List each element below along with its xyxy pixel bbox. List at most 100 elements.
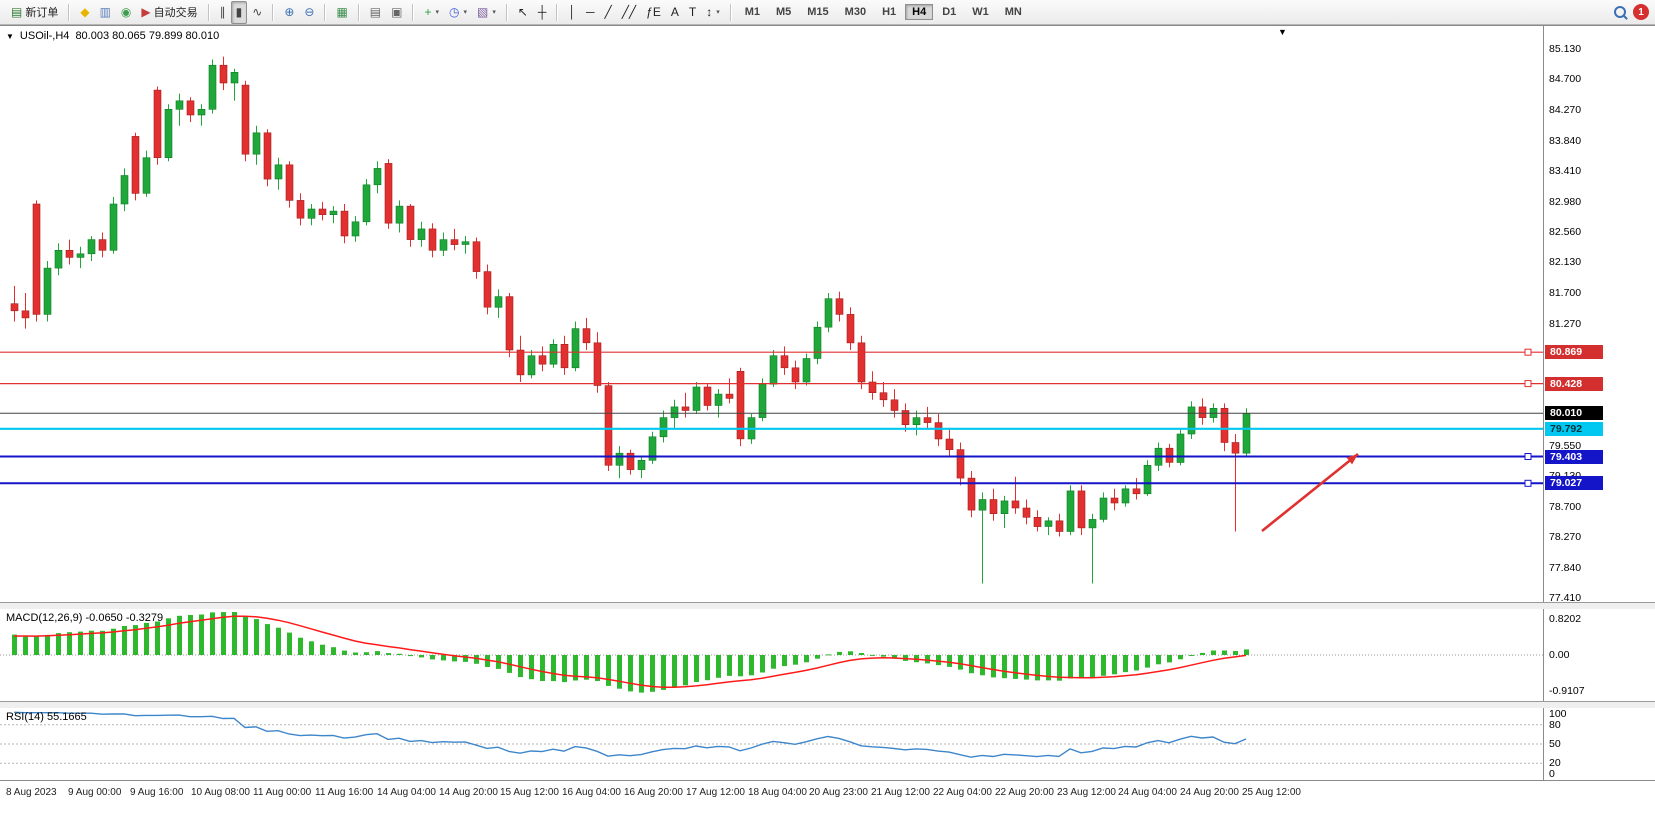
period-button[interactable]: ◷ ▾ [444, 1, 472, 24]
timeframe-m1[interactable]: M1 [744, 6, 760, 18]
autotrading-button-label: 自动交易 [153, 7, 198, 19]
arrange-windows-button[interactable]: ▣ [386, 1, 407, 24]
cascade-windows-button[interactable]: ▤ [365, 1, 386, 24]
trend-arrow-head [1346, 454, 1358, 465]
macd-histogram-bar [1200, 652, 1205, 655]
line-chart-button[interactable]: ∿ [247, 1, 267, 24]
toolbar-separator [556, 3, 559, 21]
fibonacci-button[interactable]: ƒE [641, 1, 666, 24]
candle [1198, 398, 1207, 425]
vertical-line-button[interactable]: │ [563, 1, 581, 24]
time-axis[interactable]: 8 Aug 2023 9 Aug 00:00 9 Aug 16:00 10 Aug 0… [0, 780, 1655, 807]
toolbar-separator [357, 3, 360, 21]
timeframe-m15[interactable]: M15 [807, 6, 829, 18]
candles-layer [10, 56, 1251, 584]
candle [1000, 495, 1009, 528]
macd-histogram-bar [1145, 655, 1150, 668]
channel-icon: ╱╱ [621, 5, 637, 19]
macd-histogram-bar [738, 655, 743, 677]
profiles-button[interactable]: ▥ [95, 1, 116, 24]
candle [483, 264, 492, 315]
time-axis-label: 25 Aug 12:00 [1242, 787, 1301, 798]
candlestick-chart-icon: ▮ [235, 5, 243, 19]
macd-histogram-bar [177, 615, 182, 655]
macd-histogram-bar [78, 631, 83, 655]
new-order-button[interactable]: ▤ 新订单 [6, 1, 63, 24]
search-icon [1613, 5, 1628, 20]
candle [307, 204, 316, 226]
metaeditor-button[interactable]: ◆ [75, 1, 94, 24]
macd-histogram-bar [628, 655, 633, 692]
price-axis-label: 82.980 [1549, 196, 1582, 208]
timeframe-w1[interactable]: W1 [972, 6, 989, 18]
timeframe-h1[interactable]: H1 [882, 6, 897, 18]
data-window-button[interactable]: ◉ [116, 1, 136, 24]
time-axis-label: 14 Aug 04:00 [377, 787, 436, 798]
macd-histogram-bar [1178, 655, 1183, 660]
candle [945, 428, 954, 457]
macd-histogram-bar [56, 633, 61, 655]
candlestick-chart-canvas[interactable] [0, 26, 1543, 602]
macd-histogram-bar [551, 655, 556, 682]
text-button[interactable]: A [666, 1, 684, 24]
macd-histogram-bar [606, 655, 611, 686]
timeframe-mn[interactable]: MN [1004, 6, 1022, 18]
macd-histogram-bar [419, 655, 424, 658]
price-axis-label: 81.270 [1549, 318, 1582, 330]
macd-histogram-bar [331, 647, 336, 655]
cursor-button[interactable]: ↖ [513, 1, 533, 24]
new-chart-button[interactable]: + ▾ [419, 1, 444, 24]
timeframe-m30[interactable]: M30 [844, 6, 867, 18]
panel-splitter[interactable] [0, 602, 1655, 609]
chart-shift-marker[interactable]: ▼ [1278, 27, 1287, 37]
macd-plot[interactable]: MACD(12,26,9) -0.0650 -0.3279 [0, 609, 1544, 701]
zoom-in-button[interactable]: ⊕ [279, 1, 299, 24]
macd-histogram-bar [232, 612, 237, 655]
macd-histogram-bar [980, 655, 985, 676]
time-axis-label: 14 Aug 20:00 [439, 787, 498, 798]
zoom-out-button[interactable]: ⊖ [299, 1, 319, 24]
channel-button[interactable]: ╱╱ [617, 1, 641, 24]
ohlc-toggle-icon[interactable]: ▼ [6, 31, 14, 41]
macd-histogram-bar [485, 655, 490, 667]
timeframe-h4[interactable]: H4 [905, 4, 934, 20]
bar-chart-icon: ∥ [219, 5, 226, 19]
macd-histogram-bar [243, 616, 248, 655]
notification-badge[interactable]: 1 [1633, 4, 1649, 20]
candlestick-chart-button[interactable]: ▮ [230, 0, 248, 24]
horizontal-line-button[interactable]: ─ [581, 1, 600, 24]
line-handle[interactable] [1524, 348, 1532, 356]
macd-histogram-bar [430, 655, 435, 660]
time-axis-label: 9 Aug 16:00 [130, 787, 184, 798]
price-scale[interactable]: 85.130 84.700 84.270 83.840 83.410 82.980 82.5… [1544, 26, 1655, 604]
candle [120, 168, 129, 212]
tile-windows-button[interactable]: ▦ [331, 1, 352, 24]
macd-histogram-bar [617, 655, 622, 689]
timeframe-d1[interactable]: D1 [942, 6, 957, 18]
label-button[interactable]: T [684, 1, 701, 24]
panel-splitter[interactable] [0, 701, 1655, 708]
trend-arrow[interactable] [1261, 452, 1359, 533]
line-handle[interactable] [1524, 380, 1532, 388]
candle [1066, 485, 1075, 536]
crosshair-button[interactable]: ┼ [533, 1, 552, 24]
toolbar-group: + ▾ ◷ ▾ ▧ ▾ [417, 1, 502, 24]
rsi-plot[interactable]: RSI(14) 55.1665 [0, 708, 1544, 780]
candle [791, 360, 800, 390]
time-axis-label: 17 Aug 12:00 [686, 787, 745, 798]
arrows-button[interactable]: ↕ ▾ [701, 1, 725, 24]
main-chart-plot[interactable]: ▼ USOil-,H4 80.003 80.065 79.899 80.010 … [0, 26, 1544, 602]
time-axis-label: 8 Aug 2023 [6, 787, 57, 798]
macd-histogram-bar [210, 612, 215, 655]
trendline-button[interactable]: ╱ [599, 1, 616, 24]
macd-histogram-bar [1156, 655, 1161, 665]
bar-chart-button[interactable]: ∥ [215, 1, 231, 24]
template-button[interactable]: ▧ ▾ [472, 1, 501, 24]
search-button[interactable] [1608, 1, 1633, 24]
macd-histogram-bar [694, 655, 699, 682]
timeframe-m5[interactable]: M5 [775, 6, 792, 18]
line-handle[interactable] [1524, 479, 1532, 487]
line-handle[interactable] [1524, 453, 1532, 460]
candle [186, 97, 195, 123]
autotrading-button[interactable]: ▶ 自动交易 [136, 1, 202, 24]
